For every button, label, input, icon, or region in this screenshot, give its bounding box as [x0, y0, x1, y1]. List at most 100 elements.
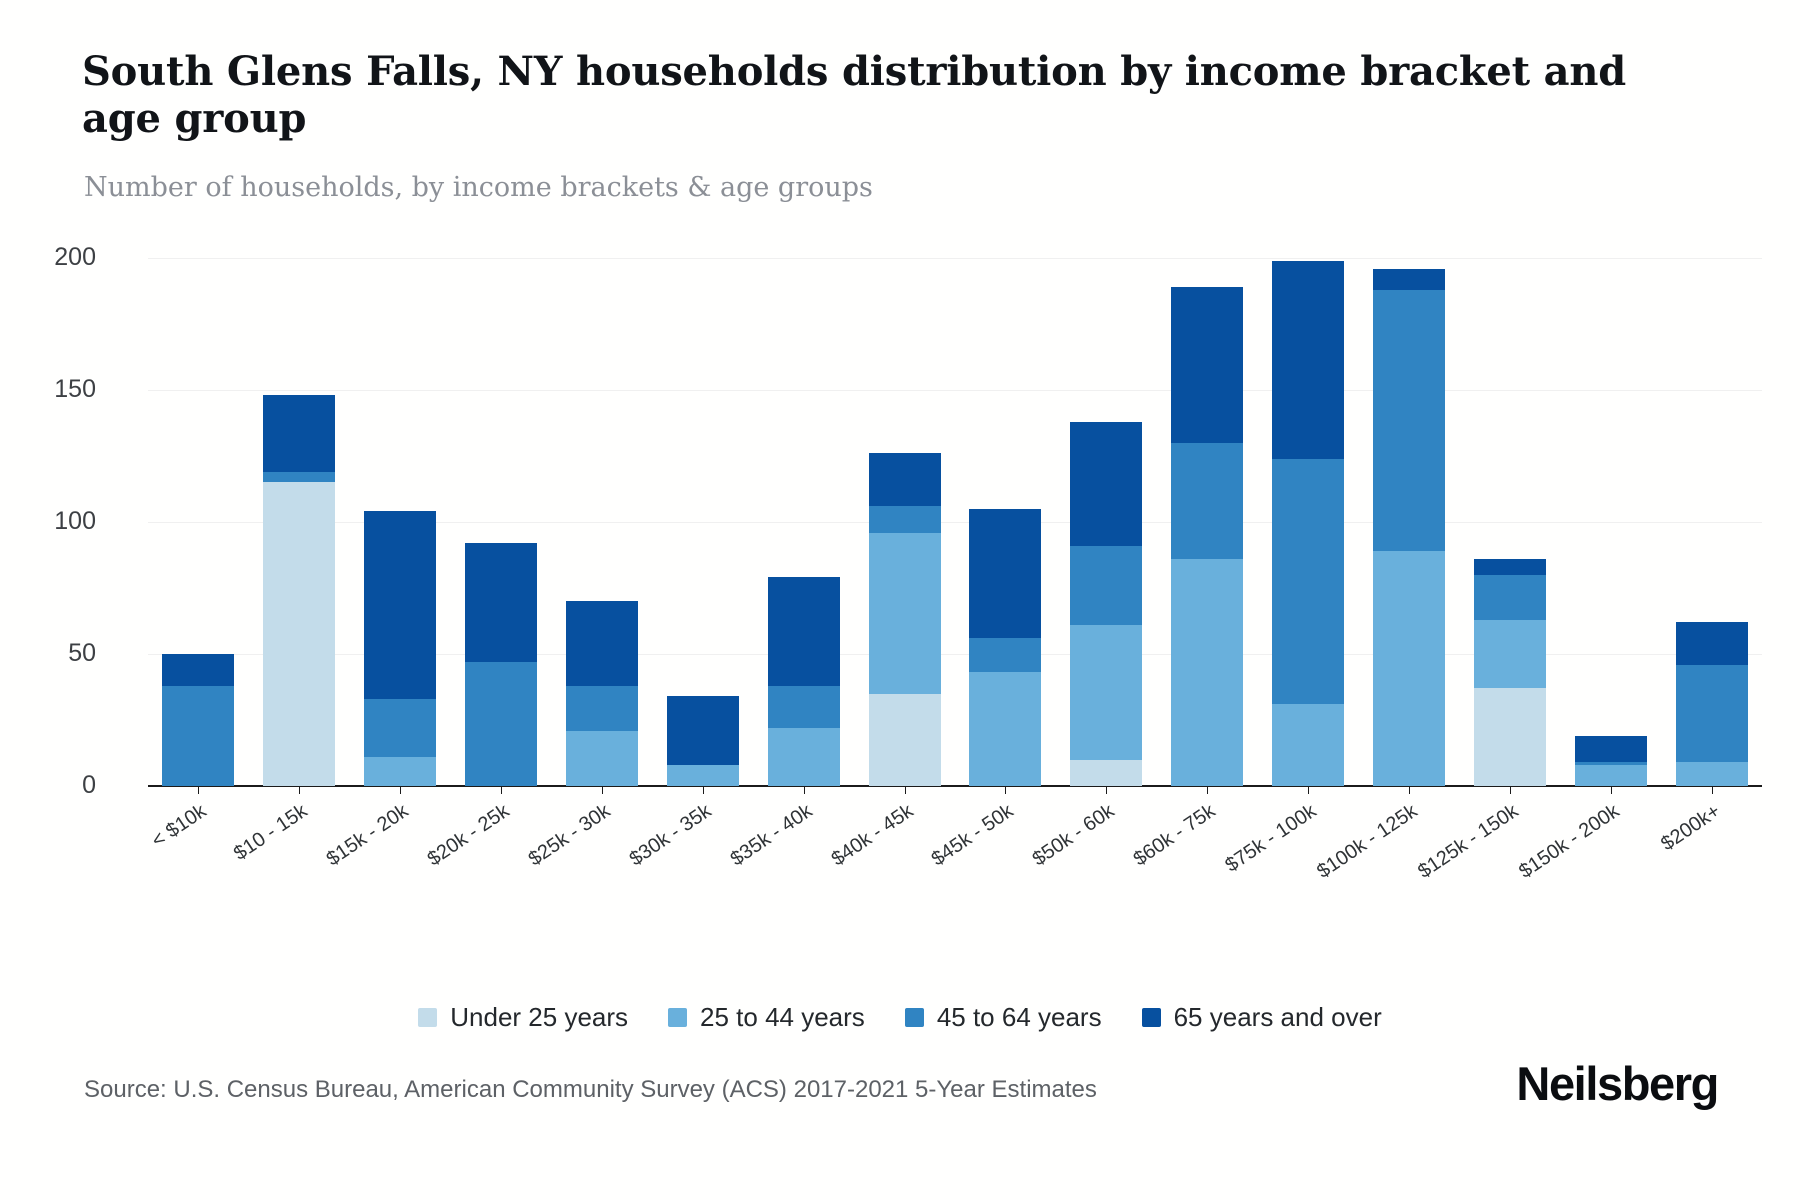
bar-segment[interactable] [1675, 762, 1748, 786]
bar-group[interactable] [350, 258, 451, 794]
bar-segment[interactable] [666, 696, 739, 765]
bar-group[interactable] [1459, 258, 1560, 794]
bar-segment[interactable] [1070, 421, 1143, 546]
bar-segment[interactable] [1272, 458, 1345, 705]
bar-segment[interactable] [364, 698, 437, 757]
bar-segment[interactable] [364, 511, 437, 699]
bar-group[interactable] [1258, 258, 1359, 794]
bar-segment[interactable] [565, 601, 638, 686]
bar-stack[interactable] [565, 601, 638, 786]
page-subtitle: Number of households, by income brackets… [84, 172, 873, 203]
bar-segment[interactable] [1574, 735, 1647, 763]
bar-stack[interactable] [1675, 622, 1748, 786]
bar-group[interactable] [652, 258, 753, 794]
x-axis-tick [702, 786, 704, 794]
bar-segment[interactable] [162, 685, 235, 786]
bar-segment[interactable] [767, 577, 840, 686]
bar-segment[interactable] [1070, 545, 1143, 625]
bar-stack[interactable] [1473, 559, 1546, 786]
bar-segment[interactable] [868, 532, 941, 694]
bar-segment[interactable] [1574, 764, 1647, 786]
x-axis-tick [1005, 786, 1007, 794]
x-axis-tick [400, 786, 402, 794]
x-label-cell: $200k+ [1657, 794, 1762, 904]
x-label-cell: $150k - 200k [1515, 794, 1661, 904]
bar-group[interactable] [1157, 258, 1258, 794]
bar-segment[interactable] [565, 685, 638, 731]
bar-group[interactable] [249, 258, 350, 794]
bar-segment[interactable] [162, 654, 235, 686]
bar-stack[interactable] [364, 511, 437, 786]
bar-segment[interactable] [969, 508, 1042, 639]
bar-segment[interactable] [1473, 559, 1546, 575]
bar-segment[interactable] [263, 471, 336, 483]
bar-group[interactable] [1661, 258, 1762, 794]
bar-segment[interactable] [1272, 704, 1345, 786]
bar-segment[interactable] [1574, 762, 1647, 765]
bar-segment[interactable] [868, 506, 941, 533]
y-axis-tick-label: 100 [54, 507, 96, 535]
legend-swatch-icon [904, 1008, 924, 1027]
bar-segment[interactable] [1171, 442, 1244, 559]
bar-group[interactable] [1560, 258, 1661, 794]
bar-group[interactable] [753, 258, 854, 794]
bar-stack[interactable] [263, 395, 336, 786]
bar-segment[interactable] [263, 482, 336, 786]
bar-segment[interactable] [1372, 289, 1445, 552]
x-axis-tick [1106, 786, 1108, 794]
bar-group[interactable] [451, 258, 552, 794]
bar-stack[interactable] [1171, 287, 1244, 786]
bar-segment[interactable] [364, 756, 437, 786]
bar-stack[interactable] [868, 453, 941, 786]
bar-stack[interactable] [1070, 421, 1143, 786]
bar-segment[interactable] [1372, 268, 1445, 290]
bar-segment[interactable] [868, 693, 941, 786]
bar-segment[interactable] [1675, 664, 1748, 763]
bar-segment[interactable] [1473, 574, 1546, 620]
bar-group[interactable] [1359, 258, 1460, 794]
bar-group[interactable] [955, 258, 1056, 794]
bar-segment[interactable] [465, 661, 538, 786]
bar-stack[interactable] [1574, 735, 1647, 786]
bar-segment[interactable] [1070, 624, 1143, 760]
bar-segment[interactable] [666, 764, 739, 786]
legend-item[interactable]: 65 years and over [1141, 1002, 1382, 1033]
bar-stack[interactable] [465, 543, 538, 786]
bar-segment[interactable] [1473, 619, 1546, 689]
bar-group[interactable] [148, 258, 249, 794]
bar-group[interactable] [854, 258, 955, 794]
bar-segment[interactable] [565, 730, 638, 786]
x-axis-line [148, 785, 1762, 787]
bar-segment[interactable] [868, 453, 941, 507]
bar-stack[interactable] [666, 696, 739, 786]
bar-segment[interactable] [1171, 287, 1244, 443]
bar-segment[interactable] [969, 672, 1042, 786]
bar-segment[interactable] [465, 543, 538, 662]
bar-stack[interactable] [162, 654, 235, 786]
bar-stack[interactable] [969, 508, 1042, 786]
x-axis-tick [1308, 786, 1310, 794]
bar-stack[interactable] [1272, 260, 1345, 786]
bar-segment[interactable] [767, 685, 840, 728]
bar-segment[interactable] [1171, 558, 1244, 786]
bar-segment[interactable] [1473, 688, 1546, 786]
bar-segment[interactable] [1070, 759, 1143, 786]
bar-segment[interactable] [969, 638, 1042, 673]
bar-stack[interactable] [1372, 268, 1445, 786]
bar-segment[interactable] [263, 395, 336, 472]
bar-segment[interactable] [1272, 260, 1345, 459]
bar-segment[interactable] [767, 727, 840, 786]
legend-label: 45 to 64 years [936, 1002, 1102, 1032]
bar-segment[interactable] [1675, 622, 1748, 665]
legend-item[interactable]: 25 to 44 years [668, 1002, 865, 1033]
x-axis-tick [501, 786, 503, 794]
chart-legend: Under 25 years 25 to 44 years 45 to 64 yea… [0, 1002, 1800, 1033]
bar-stack[interactable] [767, 577, 840, 786]
bar-group[interactable] [552, 258, 653, 794]
legend-item[interactable]: Under 25 years [418, 1002, 628, 1033]
x-axis-tick [1207, 786, 1209, 794]
bar-segment[interactable] [1372, 551, 1445, 786]
bar-group[interactable] [1056, 258, 1157, 794]
plot-area: 0 50 100 150 200 [54, 243, 1762, 799]
legend-item[interactable]: 45 to 64 years [904, 1002, 1102, 1033]
